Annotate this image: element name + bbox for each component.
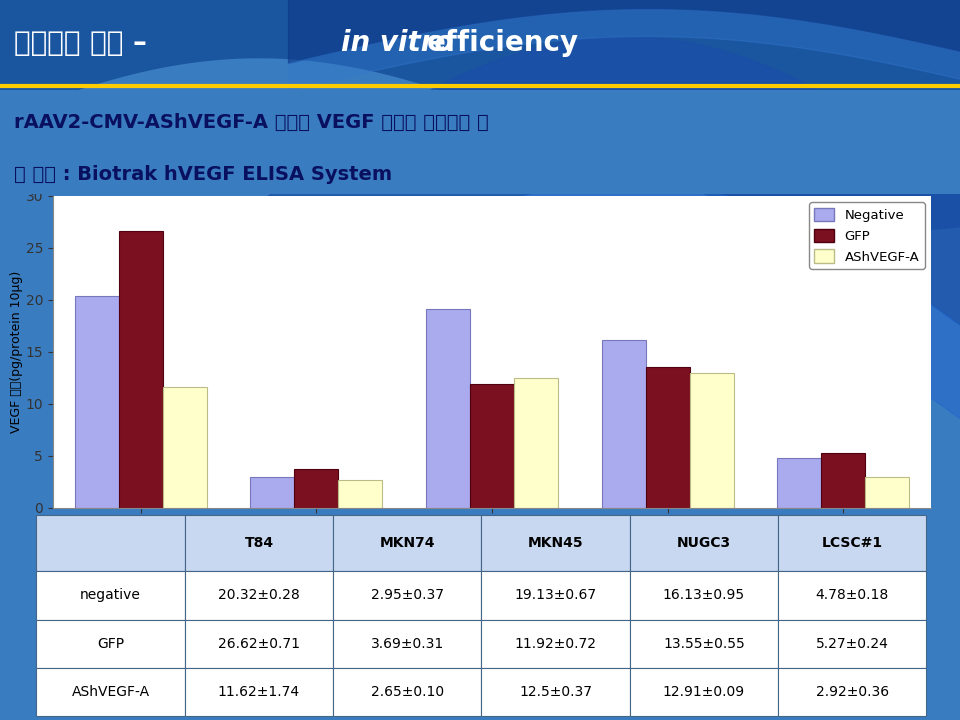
Bar bbox=[778, 458, 822, 508]
Text: 연구개발 결과 –: 연구개발 결과 – bbox=[14, 30, 156, 57]
X-axis label: Cancer cell: Cancer cell bbox=[445, 538, 539, 556]
Bar bbox=[646, 366, 689, 508]
Text: in vitro: in vitro bbox=[341, 30, 453, 57]
Bar bbox=[514, 378, 558, 508]
Bar bbox=[162, 387, 206, 508]
Legend: Negative, GFP, AShVEGF-A: Negative, GFP, AShVEGF-A bbox=[809, 202, 924, 269]
Bar bbox=[295, 469, 338, 508]
Text: rAAV2-CMV-AShVEGF-A 벡터의 VEGF 단백질 발현억제 효: rAAV2-CMV-AShVEGF-A 벡터의 VEGF 단백질 발현억제 효 bbox=[14, 113, 490, 132]
Bar bbox=[119, 231, 162, 508]
Bar bbox=[822, 453, 865, 508]
Bar bbox=[470, 384, 514, 508]
Text: 능 분석 : Biotrak hVEGF ELISA System: 능 분석 : Biotrak hVEGF ELISA System bbox=[14, 165, 393, 184]
Bar bbox=[251, 477, 295, 508]
Bar bbox=[426, 309, 470, 508]
Y-axis label: VEGF 함량(pg/protein 10μg): VEGF 함량(pg/protein 10μg) bbox=[10, 271, 23, 433]
Text: efficiency: efficiency bbox=[427, 30, 579, 57]
Bar bbox=[75, 297, 119, 508]
Bar bbox=[689, 374, 733, 508]
Bar bbox=[865, 477, 909, 508]
Bar bbox=[338, 480, 382, 508]
Bar bbox=[602, 340, 646, 508]
